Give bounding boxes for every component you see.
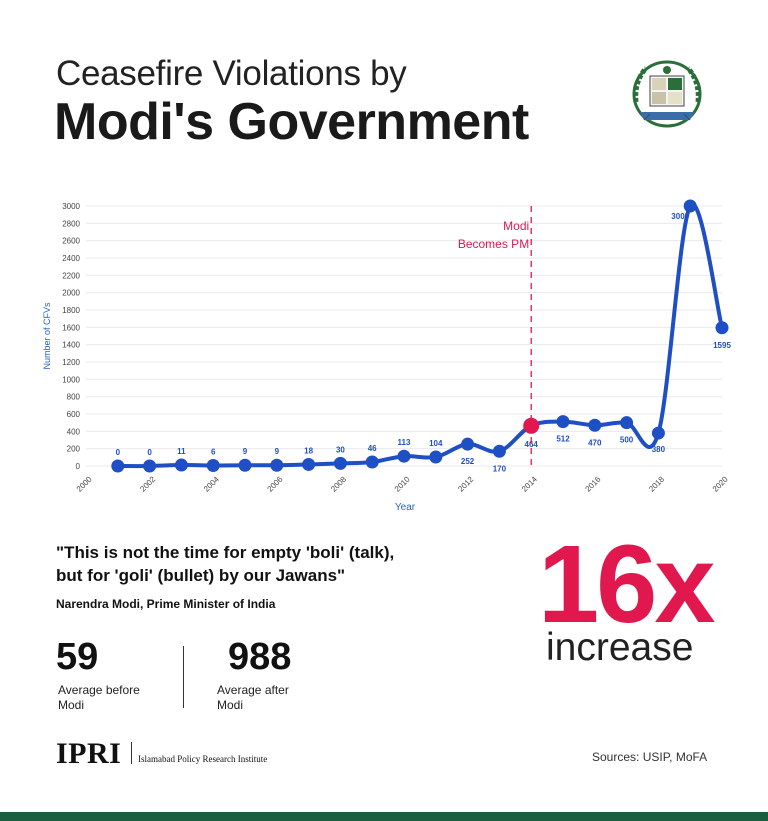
data-point [302,457,316,471]
data-label: 380 [652,445,666,454]
x-tick-label: 2000 [75,474,94,493]
data-label: 46 [368,444,377,453]
y-tick-label: 2000 [62,289,80,298]
y-axis-label: Number of CFVs [42,302,52,370]
stat-before-label: Average before Modi [58,683,140,712]
quote-line-2: but for 'goli' (bullet) by our Jawans" [56,566,346,585]
data-label: 464 [525,440,539,449]
quote-block: "This is not the time for empty 'boli' (… [56,541,394,587]
x-tick-label: 2006 [266,474,285,493]
data-label: 252 [461,457,475,466]
data-point [492,444,506,458]
data-point [715,321,729,335]
data-point [143,459,157,473]
x-tick-label: 2002 [138,474,157,493]
data-label: 6 [211,447,216,456]
stats-divider [183,646,184,708]
x-tick-label: 2014 [520,474,539,493]
cfv-line-chart: 0200400600800100012001400160018002000220… [42,199,731,513]
page-title-line1: Ceasefire Violations by [56,54,407,93]
data-label: 18 [304,446,313,455]
y-tick-label: 2400 [62,254,80,263]
y-tick-label: 2200 [62,271,80,280]
data-point [683,199,697,213]
y-tick-label: 1400 [62,341,80,350]
data-label: 30 [336,445,345,454]
x-tick-label: 2016 [584,474,603,493]
data-point [588,418,602,432]
y-tick-label: 400 [67,427,81,436]
x-tick-label: 2020 [711,474,730,493]
y-tick-label: 200 [67,445,81,454]
y-tick-label: 1600 [62,323,80,332]
data-label: 0 [116,448,121,457]
annotation-label-line2: Becomes PM [458,237,529,251]
y-tick-label: 0 [76,462,81,471]
data-label: 9 [243,447,248,456]
data-label: 9 [275,447,280,456]
y-tick-label: 1000 [62,375,80,384]
data-label: 1595 [713,341,731,350]
data-label: 500 [620,436,634,445]
x-tick-label: 2010 [393,474,412,493]
y-tick-label: 2600 [62,237,80,246]
data-point [651,426,665,440]
data-label: 11 [177,447,186,456]
data-label: 0 [147,448,152,457]
data-label: 512 [556,435,570,444]
y-tick-label: 1200 [62,358,80,367]
stat-after-label: Average after Modi [217,683,289,712]
data-label: 104 [429,439,443,448]
quote-line-1: "This is not the time for empty 'boli' (… [56,543,395,562]
footer-bar [0,812,768,821]
data-point [111,459,125,473]
data-point [365,455,379,469]
multiplier-value: 16x [538,523,716,646]
x-axis-label: Year [395,502,416,513]
data-point [523,417,540,434]
ipri-full-name: Islamabad Policy Research Institute [138,754,268,764]
data-label: 170 [493,464,507,473]
annotation-label-line1: Modi [503,219,529,233]
data-point [461,437,475,451]
stat-before-value: 59 [56,636,99,678]
x-tick-label: 2018 [647,474,666,493]
data-point [270,458,284,472]
data-point [174,458,188,472]
data-label: 113 [398,438,411,447]
data-point [429,450,443,464]
sources-note: Sources: USIP, MoFA [592,750,708,764]
quote-attribution: Narendra Modi, Prime Minister of India [56,597,276,611]
data-point [620,416,634,430]
data-label: 3000 [671,212,689,221]
stat-after-value: 988 [228,636,292,678]
emblem-logo [632,60,702,128]
y-tick-label: 1800 [62,306,80,315]
data-point [397,449,411,463]
multiplier-label: increase [546,626,694,669]
data-point [556,415,570,429]
page-title-line2: Modi's Government [54,93,529,151]
data-label: 470 [588,438,602,447]
y-tick-label: 3000 [62,202,80,211]
ipri-logo-text: IPRI [56,737,122,770]
data-point [238,458,252,472]
x-tick-label: 2012 [456,474,475,493]
data-point [206,458,220,472]
x-tick-label: 2008 [329,474,348,493]
data-point [333,456,347,470]
x-tick-label: 2004 [202,474,221,493]
y-tick-label: 800 [67,393,81,402]
y-tick-label: 2800 [62,219,80,228]
ipri-separator [131,742,132,764]
y-tick-label: 600 [67,410,81,419]
